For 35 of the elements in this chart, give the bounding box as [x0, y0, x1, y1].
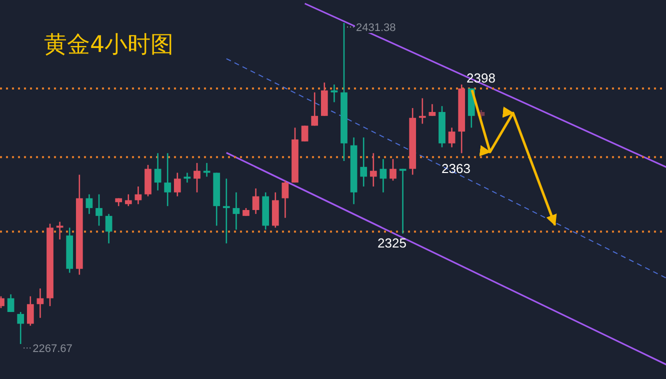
- candlestick: [124, 194, 132, 207]
- candlestick: [26, 296, 34, 326]
- candlestick: [96, 194, 102, 226]
- ref-line-label: 2363: [442, 161, 470, 176]
- candlestick: [17, 311, 24, 345]
- chart-title: 黄金4小时图: [44, 32, 174, 58]
- candlestick: [448, 127, 456, 148]
- candlestick: [203, 162, 210, 178]
- candlestick: [86, 194, 93, 215]
- candlestick: [380, 158, 387, 194]
- candlestick: [7, 294, 14, 313]
- candlestick: [184, 172, 191, 184]
- candlestick: [370, 152, 377, 188]
- candlestick: [174, 172, 181, 197]
- candlestick: [164, 152, 172, 207]
- candlestick: [154, 152, 162, 192]
- candlestick: [399, 168, 406, 234]
- annotation: 2431.38: [356, 22, 396, 34]
- candlestick: [301, 125, 308, 142]
- candlestick: [390, 158, 396, 182]
- annotation: 2267.67: [32, 343, 72, 355]
- candlestick: [428, 103, 436, 117]
- candlestick: [418, 98, 426, 124]
- candlestick: [105, 213, 112, 244]
- candlestick: [311, 92, 318, 126]
- ref-line-label: 2325: [378, 236, 406, 251]
- ref-line-label: 2398: [466, 70, 496, 86]
- candlestick: [330, 84, 338, 103]
- candlestick: [56, 221, 64, 240]
- candlestick: [360, 136, 368, 188]
- candlestick: [282, 180, 289, 219]
- candlestick: [194, 162, 200, 194]
- candlestick: [232, 192, 240, 230]
- candlestick: [222, 178, 230, 244]
- candlestick: [252, 188, 260, 215]
